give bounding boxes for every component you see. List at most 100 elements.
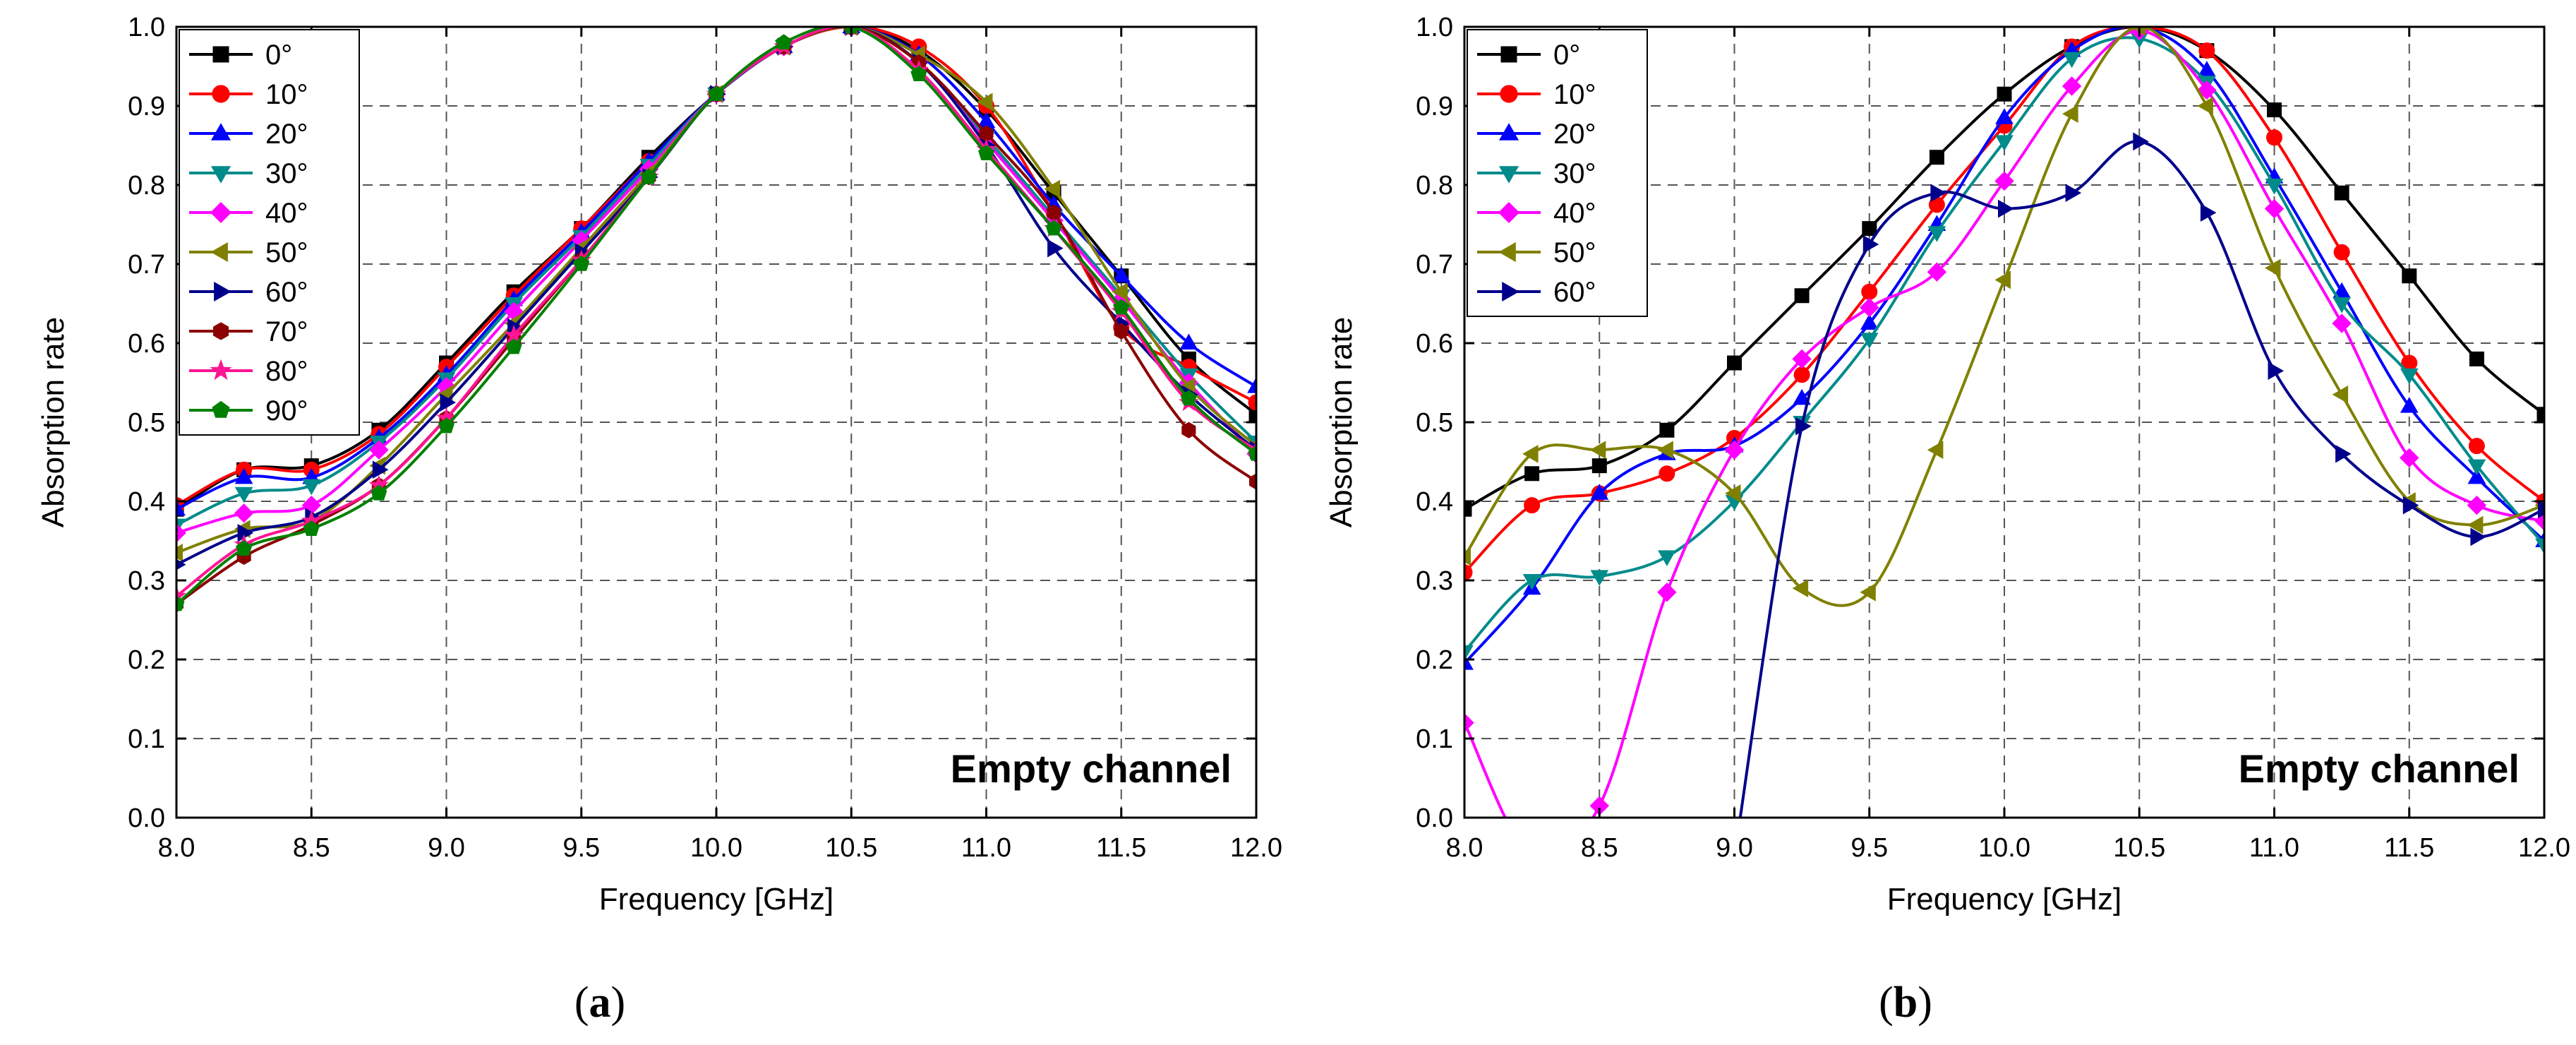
y-tick-label: 0.3 [1416, 566, 1453, 596]
grid [176, 27, 1256, 818]
data-point [1927, 262, 1947, 282]
data-point [1727, 355, 1742, 371]
x-tick-label: 11.0 [2249, 833, 2299, 863]
data-point [978, 145, 994, 160]
x-tick-label: 12.0 [2518, 833, 2570, 863]
data-point [1862, 221, 1877, 237]
legend-marker [1498, 241, 1516, 263]
legend-item: 0° [189, 40, 292, 71]
data-point [1112, 282, 1128, 301]
legend-label: 70° [265, 316, 308, 347]
legend-item: 10° [1477, 79, 1596, 110]
legend-marker [210, 123, 231, 141]
data-point [1464, 712, 1474, 733]
data-point [2129, 27, 2146, 36]
legend-marker [1498, 201, 1520, 224]
panel-label: (b) [1879, 979, 1932, 1027]
y-tick-label: 0.7 [1416, 250, 1453, 280]
legend-item: 40° [189, 198, 308, 229]
series-60deg [1738, 132, 2544, 818]
data-point [1860, 297, 1879, 318]
series-50deg [1464, 27, 2544, 607]
data-point [1929, 150, 1944, 165]
data-point [2470, 527, 2486, 547]
legend-label: 40° [265, 198, 308, 229]
data-point [2267, 102, 2282, 118]
data-point [2197, 97, 2213, 115]
data-point [2264, 198, 2285, 219]
data-point [708, 85, 725, 101]
data-point [176, 499, 186, 516]
legend-marker [212, 85, 230, 103]
legend-marker [212, 400, 230, 418]
data-point [1927, 441, 1944, 460]
x-axis-label: Frequency [GHz] [1887, 882, 2122, 916]
data-point [1589, 441, 1606, 460]
y-tick-label: 1.0 [1416, 13, 1453, 42]
x-tick-label: 9.0 [428, 833, 465, 863]
data-point [1464, 564, 1473, 581]
data-point [2265, 179, 2284, 195]
legend-marker [210, 201, 232, 224]
data-point [1861, 283, 1878, 300]
x-tick-label: 8.5 [1581, 833, 1618, 863]
data-point [303, 520, 320, 536]
x-tick-label: 10.5 [2113, 833, 2165, 863]
data-point [2200, 203, 2217, 222]
data-point [1657, 583, 1677, 602]
data-point [2469, 351, 2484, 366]
chart-panel-a: 8.0 8.5 9.0 9.5 10.0 10.5 11.0 11.5 12.0 0.0 0.1 0.… [36, 13, 1282, 1027]
x-tick-label: 9.0 [1716, 833, 1753, 863]
legend-label: 50° [265, 237, 308, 268]
series-40deg [1464, 27, 2544, 818]
data-point [2062, 52, 2081, 68]
data-point [1249, 473, 1256, 490]
series-group [1464, 27, 2544, 818]
y-tick-label: 0.2 [1416, 645, 1453, 675]
data-point [1793, 366, 1810, 383]
legend-item: 20° [189, 119, 308, 150]
legend-item: 10° [189, 79, 308, 110]
data-point [1927, 226, 1946, 242]
data-point [2335, 444, 2352, 463]
data-point [1793, 388, 1811, 405]
data-point [2400, 368, 2419, 385]
data-point [1044, 179, 1061, 198]
data-point [2400, 448, 2419, 468]
data-point [1997, 86, 2012, 102]
data-point [1995, 135, 2014, 151]
annotation-empty-channel: Empty channel [2239, 746, 2520, 791]
data-point [1590, 570, 1609, 586]
data-point [1860, 314, 1879, 330]
legend-item: 20° [1477, 119, 1596, 150]
legend-label: 20° [1553, 119, 1596, 150]
data-point [1591, 458, 1607, 474]
legend-item: 50° [1477, 237, 1596, 268]
data-point [1994, 171, 2014, 191]
data-point [1995, 108, 2014, 124]
legend-label: 80° [265, 356, 308, 387]
legend-item: 80° [189, 356, 308, 387]
legend-label: 10° [265, 79, 308, 110]
y-tick-label: 0.5 [128, 408, 165, 438]
legend-item: 60° [1477, 277, 1596, 308]
data-point [2467, 495, 2487, 515]
y-tick-label: 0.8 [128, 171, 165, 201]
axes: 8.0 8.5 9.0 9.5 10.0 10.5 11.0 11.5 12.0 0.0 0.1 0.… [1416, 13, 2570, 863]
data-point [1724, 484, 1741, 503]
data-point [234, 486, 253, 503]
series-90deg [176, 27, 1256, 611]
legend-marker [210, 166, 231, 184]
legend-label: 30° [265, 158, 308, 189]
x-tick-label: 10.0 [1978, 833, 2030, 863]
legend-marker [210, 241, 228, 263]
y-tick-label: 0.0 [128, 804, 165, 833]
legend-marker [1498, 123, 1519, 141]
data-point [2266, 129, 2282, 146]
data-point [440, 393, 457, 412]
legend-marker [1502, 281, 1519, 302]
legend-item: 30° [1477, 158, 1596, 189]
data-point [176, 559, 186, 571]
y-tick-label: 0.0 [1416, 804, 1453, 833]
